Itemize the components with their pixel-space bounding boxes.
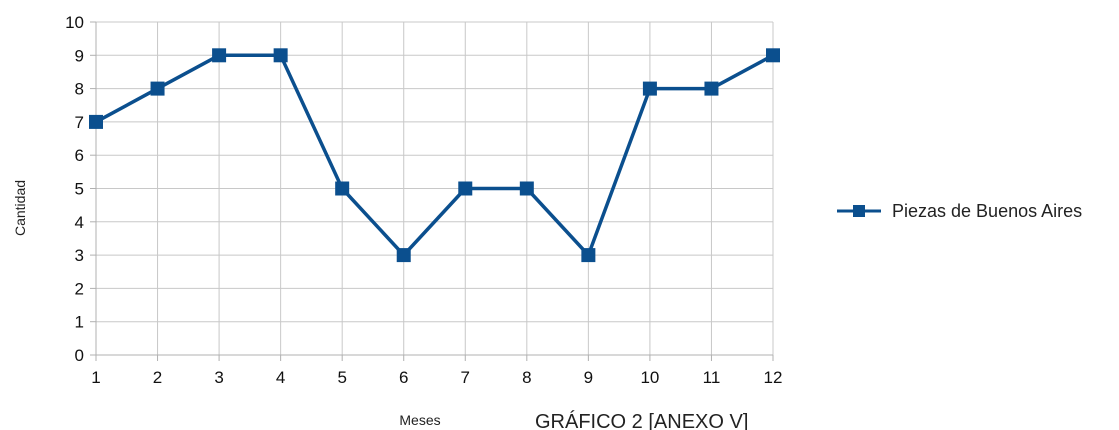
x-tick-labels: 1 2 3 4 5 6 7 8 9 10 11 12: [91, 368, 782, 387]
y-tick-label: 1: [75, 313, 84, 332]
data-point-marker: [335, 181, 350, 196]
y-tick-label: 5: [75, 180, 84, 199]
data-point-marker: [581, 248, 596, 263]
data-point-marker: [766, 48, 780, 63]
y-tick-label: 8: [75, 80, 84, 99]
y-tick-labels: 0 1 2 3 4 5 6 7 8 9 10: [65, 13, 84, 365]
x-tick-label: 7: [461, 368, 470, 387]
x-axis-title: Meses: [399, 412, 440, 428]
y-tick-label: 2: [75, 279, 84, 298]
data-point-marker: [396, 248, 411, 263]
data-point-marker: [458, 181, 473, 196]
x-tick-label: 2: [153, 368, 162, 387]
y-tick-label: 6: [75, 146, 84, 165]
x-tick-label: 10: [640, 368, 659, 387]
x-tick-label: 9: [584, 368, 593, 387]
data-point-marker: [519, 181, 534, 196]
data-point-marker: [273, 48, 288, 63]
axes: [90, 21, 774, 361]
legend-label: Piezas de Buenos Aires: [892, 201, 1082, 221]
x-tick-label: 11: [703, 368, 721, 387]
y-axis-title: Cantidad: [12, 180, 28, 236]
y-tick-label: 9: [75, 46, 84, 65]
legend-square-marker-icon: [853, 205, 865, 217]
data-point-marker: [212, 48, 227, 63]
x-tick-label: 6: [399, 368, 408, 387]
y-tick-label: 0: [75, 346, 84, 365]
series-group: [89, 48, 780, 263]
x-tick-label: 1: [91, 368, 100, 387]
series-line: [95, 53, 774, 257]
y-tick-label: 3: [75, 246, 84, 265]
legend: Piezas de Buenos Aires: [837, 201, 1082, 221]
grid-lines: [95, 21, 774, 356]
chart-caption: GRÁFICO 2 [ANEXO V]: [535, 410, 748, 430]
x-tick-label: 8: [522, 368, 531, 387]
data-point-marker: [89, 114, 103, 129]
y-tick-label: 10: [65, 13, 84, 32]
y-tick-label: 7: [75, 113, 84, 132]
x-tick-label: 3: [214, 368, 223, 387]
y-tick-label: 4: [75, 213, 84, 232]
data-point-marker: [150, 81, 165, 96]
data-point-marker: [642, 81, 657, 96]
x-tick-label: 5: [337, 368, 346, 387]
x-tick-label: 4: [276, 368, 285, 387]
x-tick-label: 12: [764, 368, 783, 387]
data-point-marker: [704, 81, 719, 96]
